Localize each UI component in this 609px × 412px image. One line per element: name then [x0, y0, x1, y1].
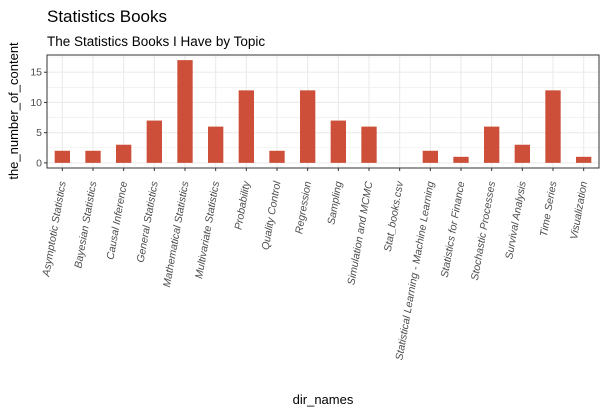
- x-tick-label: Sampling: [325, 180, 344, 225]
- bar: [330, 120, 346, 163]
- bar: [545, 90, 561, 163]
- bar: [576, 156, 592, 163]
- x-tick-label: Asymptotic Statistics: [40, 180, 69, 279]
- x-tick-label: Multivariate Statistics: [193, 180, 222, 280]
- plot-panel: [46, 54, 600, 169]
- y-axis: 0 5 10 15: [30, 67, 47, 169]
- bar: [177, 60, 193, 163]
- chart-title: Statistics Books: [47, 7, 167, 26]
- bar: [484, 126, 500, 163]
- y-tick-label: 15: [30, 67, 42, 79]
- x-tick-label: Mathematical Statistics: [161, 180, 192, 289]
- x-tick-label: Bayesian Statistics: [72, 180, 99, 270]
- bar: [54, 150, 70, 163]
- x-tick-label: Quality Control: [260, 180, 284, 251]
- bar: [514, 144, 530, 163]
- bar: [146, 120, 162, 163]
- x-tick-label: Survival Analysis: [503, 180, 529, 261]
- x-tick-label: Statistics for Finance: [439, 180, 468, 278]
- x-tick-label: Stat_books.csv: [382, 180, 406, 253]
- x-axis: Asymptotic Statistics Bayesian Statistics…: [40, 168, 590, 361]
- x-tick-label: Visualization: [568, 180, 590, 240]
- x-tick-label: Simulation and MCMC: [345, 180, 375, 286]
- bar: [208, 126, 224, 163]
- bar: [422, 150, 438, 163]
- bar: [453, 156, 469, 163]
- x-tick-label: General Statistics: [135, 180, 161, 264]
- bars: [54, 60, 592, 163]
- bar: [116, 144, 132, 163]
- y-tick-label: 10: [30, 97, 42, 109]
- x-tick-label: Regression: [293, 180, 314, 235]
- x-tick-label: Stochastic Processes: [469, 180, 498, 282]
- bar: [361, 126, 377, 163]
- x-tick-label: Causal Inference: [105, 180, 131, 260]
- bar: [238, 90, 254, 163]
- chart-subtitle: The Statistics Books I Have by Topic: [47, 34, 265, 49]
- x-tick-label: Probability: [232, 180, 252, 231]
- y-tick-label: 0: [36, 157, 42, 169]
- bar: [269, 150, 285, 163]
- bar: [85, 150, 101, 163]
- y-tick-label: 5: [36, 127, 42, 139]
- x-tick-label: Time Series: [538, 180, 560, 238]
- x-axis-title: dir_names: [293, 392, 354, 407]
- bar: [300, 90, 316, 163]
- y-axis-title: the_number_of_content: [6, 42, 21, 180]
